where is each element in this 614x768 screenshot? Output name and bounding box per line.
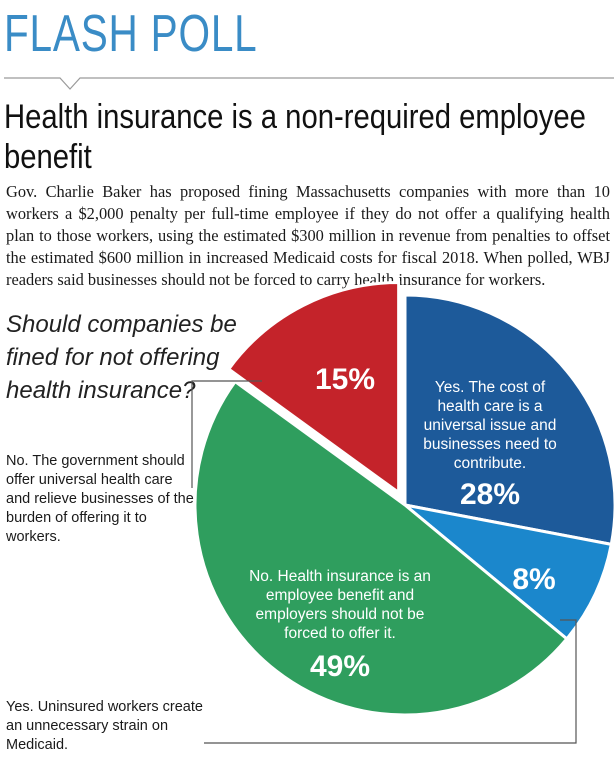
slice-text-no-employee-benefit: No. Health insurance is an employee bene… — [249, 568, 431, 642]
slice-label-yes-contribute: Yes. The cost of health care is a univer… — [415, 378, 565, 513]
slice-text-yes-contribute: Yes. The cost of health care is a univer… — [423, 379, 557, 472]
leader-line-no-government — [191, 380, 262, 488]
slice-value-49: 49% — [309, 650, 371, 683]
slice-value-28: 28% — [459, 478, 521, 511]
kicker-rule — [4, 77, 614, 90]
kicker-flash-poll: FLASH POLL — [4, 5, 258, 63]
slice-no-employee-benefit — [193, 379, 569, 717]
slice-label-no-government: 15% — [300, 362, 390, 398]
note-yes-medicaid: Yes. Uninsured workers create an unneces… — [6, 699, 203, 753]
chart-title: Should companies be fined for not offeri… — [6, 311, 237, 404]
headline: Health insurance is a non-required emplo… — [4, 98, 586, 176]
leader-line-yes-medicaid — [204, 619, 577, 744]
slice-no-government — [226, 281, 401, 496]
slice-yes-contribute — [403, 293, 614, 547]
slice-yes-medicaid — [404, 503, 614, 641]
slice-label-no-employee-benefit: No. Health insurance is an employee bene… — [240, 567, 440, 685]
slice-value-8: 8% — [512, 563, 556, 596]
intro-paragraph: Gov. Charlie Baker has proposed fining M… — [6, 182, 610, 289]
slice-label-yes-medicaid: 8% — [494, 562, 574, 598]
slice-value-15: 15% — [314, 363, 376, 396]
note-no-government: No. The government should offer universa… — [6, 453, 194, 545]
